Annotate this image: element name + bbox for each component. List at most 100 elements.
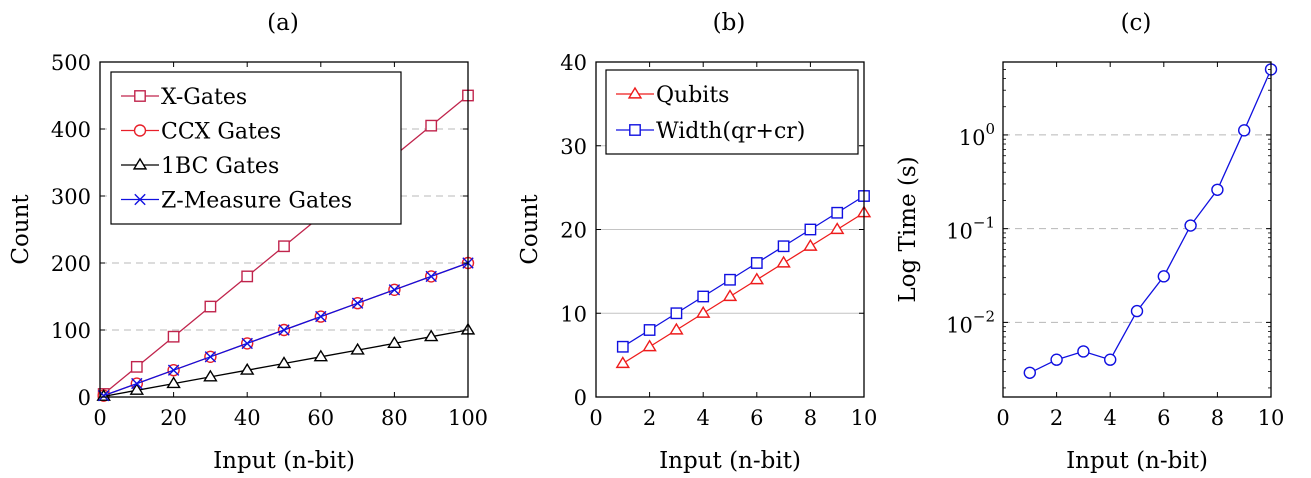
- legend-label: CCX Gates: [161, 120, 281, 145]
- data-point: [722, 289, 738, 302]
- x-tick-label: 60: [307, 406, 334, 430]
- data-point: [829, 222, 845, 235]
- data-point: [831, 206, 844, 219]
- data-point: [351, 297, 364, 309]
- data-point-stroke: [351, 297, 364, 309]
- y-tick-label: 30: [560, 135, 587, 159]
- data-point: [670, 307, 683, 320]
- data-point: [276, 356, 292, 369]
- data-point: [642, 339, 657, 352]
- y-axis-label: Count: [517, 194, 543, 265]
- data-point: [278, 240, 290, 253]
- data-point: [669, 322, 684, 335]
- data-point: [166, 376, 181, 389]
- legend-entry: Z-Measure Gates: [121, 189, 352, 214]
- data-point: [1103, 353, 1117, 366]
- panel-2: 0 2 4 6 8 10 0 10 20 30 40 (b) Input (n-bit) Count Qub…: [517, 10, 877, 474]
- panel-title: (c): [1121, 10, 1152, 36]
- x-tick-label: 0: [93, 406, 106, 430]
- y-tick-label: 10−1: [946, 214, 995, 244]
- data-point-stroke: [97, 389, 110, 402]
- data-point: [615, 356, 631, 369]
- x-axis-label: Input (n-bit): [1066, 448, 1208, 474]
- data-point: [425, 270, 437, 283]
- legend-entry: 1BC Gates: [121, 154, 279, 179]
- legend-label: Width(qr+cr): [656, 119, 805, 144]
- x-tick-label: 0: [589, 406, 602, 430]
- y-tick-label: 20: [560, 219, 587, 243]
- data-point-stroke: [425, 270, 437, 283]
- panel-1: 0 20 40 60 80 100 0 100 200 300 400 500 (a) Input (n-…: [8, 10, 488, 474]
- y-tick-label: 400: [51, 118, 91, 142]
- legend-label: Z-Measure Gates: [161, 189, 352, 214]
- data-point: [749, 272, 765, 285]
- data-point: [1237, 124, 1251, 137]
- data-point: [695, 305, 711, 318]
- legend-marker: [627, 86, 643, 99]
- x-tick-label: 8: [1211, 406, 1224, 430]
- panel-title: (a): [267, 10, 299, 36]
- y-tick-label: 10−2: [946, 307, 995, 337]
- y-tick-label: 100: [51, 319, 91, 343]
- series-1: [1023, 63, 1278, 379]
- data-point: [350, 342, 365, 355]
- legend-marker: [629, 124, 641, 136]
- series-3: [96, 322, 476, 401]
- series-line: [622, 212, 865, 365]
- legend-entry: Qubits: [616, 83, 729, 108]
- y-tick-label: 10: [560, 302, 587, 326]
- series-2: [616, 190, 870, 353]
- y-tick-label: 100: [959, 120, 995, 150]
- x-tick-label: 80: [381, 406, 408, 430]
- y-axis-label: Log Time (s): [895, 156, 921, 302]
- data-point: [387, 336, 402, 348]
- series-1: [615, 205, 872, 369]
- grid-lines: [596, 145, 864, 314]
- x-tick-label: 4: [1104, 406, 1117, 430]
- data-point: [1023, 366, 1037, 379]
- x-tick-label: 20: [160, 406, 187, 430]
- legend-marker: [134, 193, 146, 206]
- x-tick-label: 6: [1157, 406, 1170, 430]
- legend-marker: [132, 157, 148, 170]
- y-tick-label: 0: [78, 386, 91, 410]
- series-line: [1029, 69, 1272, 374]
- data-point: [616, 340, 629, 353]
- panel-title: (b): [713, 10, 746, 36]
- axes-frame: [1002, 61, 1272, 398]
- legend-entry: X-Gates: [121, 85, 247, 110]
- data-point: [204, 300, 217, 313]
- data-point: [1050, 353, 1063, 366]
- y-tick-label: 500: [51, 51, 91, 75]
- legend-box: [110, 71, 402, 225]
- data-point-stroke: [241, 337, 253, 350]
- x-axis-label: Input (n-bit): [659, 448, 801, 474]
- y-axis-label: Count: [8, 194, 34, 265]
- y-tick-label: 0: [574, 386, 587, 410]
- y-tick-label: 300: [51, 185, 91, 209]
- x-tick-label: 8: [804, 406, 817, 430]
- data-point-stroke: [278, 324, 290, 336]
- y-tick-label: 40: [560, 51, 587, 75]
- data-point-stroke: [131, 377, 143, 390]
- y-tick-label: 200: [51, 252, 91, 276]
- data-point: [131, 377, 143, 390]
- x-tick-label: 0: [996, 406, 1009, 430]
- x-tick-label: 100: [448, 406, 488, 430]
- legend-entry: Width(qr+cr): [616, 119, 805, 144]
- data-point: [203, 369, 218, 382]
- legend-entry: CCX Gates: [121, 120, 281, 145]
- legend: Qubits Width(qr+cr): [605, 69, 859, 155]
- data-point: [241, 337, 253, 350]
- data-point: [425, 119, 438, 132]
- data-point: [776, 255, 791, 268]
- legend-label: X-Gates: [161, 85, 247, 110]
- data-point: [750, 257, 763, 269]
- data-point: [643, 324, 656, 336]
- data-point: [1211, 183, 1224, 196]
- data-point: [724, 273, 736, 286]
- series-4: [97, 257, 474, 402]
- data-point: [130, 360, 143, 373]
- data-point: [1184, 219, 1197, 232]
- grid-lines: [1003, 134, 1271, 323]
